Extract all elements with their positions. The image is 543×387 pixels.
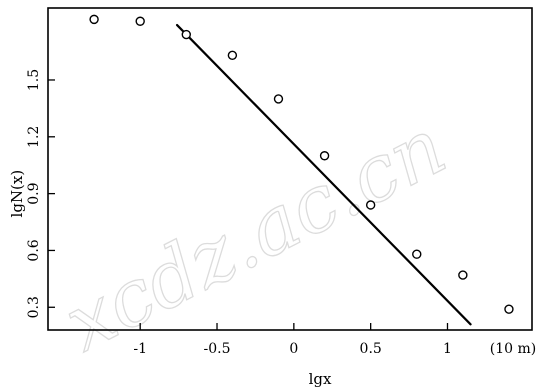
marks-layer <box>89 14 514 326</box>
x-tick-label-4: 1 <box>443 341 452 357</box>
y-tick-label-2: 0.9 <box>26 182 42 204</box>
y-tick-label-1: 0.6 <box>26 239 42 261</box>
y-tick-label-3: 1.2 <box>26 126 42 148</box>
x-tick-label-1: -0.5 <box>204 341 231 357</box>
data-point-2 <box>181 29 191 40</box>
fit-line <box>175 23 472 326</box>
x-tick-label-2: 0 <box>289 341 298 357</box>
data-point-9 <box>504 304 514 314</box>
data-point-4 <box>273 94 284 104</box>
data-point-5 <box>319 151 330 161</box>
data-point-3 <box>227 50 238 61</box>
labels-layer: -1 -0.5 0 0.5 1 0.3 0.6 0.9 1.2 1.5 lgx lgN(x) (10 m… <box>8 69 536 387</box>
data-point-6 <box>365 200 376 210</box>
y-tick-label-4: 1.5 <box>26 69 42 91</box>
x-unit-label: (10 m) <box>490 341 536 357</box>
x-tick-label-3: 0.5 <box>360 341 382 357</box>
plot-frame <box>47 7 533 331</box>
data-point-1 <box>135 16 145 26</box>
x-tick-label-0: -1 <box>133 341 147 357</box>
y-axis-label: lgN(x) <box>8 170 26 218</box>
data-point-8 <box>458 270 468 280</box>
y-tick-label-0: 0.3 <box>26 296 42 318</box>
x-axis-label: lgx <box>309 370 332 387</box>
axes-layer <box>47 7 533 331</box>
data-point-0 <box>89 14 99 25</box>
data-point-7 <box>412 249 422 259</box>
